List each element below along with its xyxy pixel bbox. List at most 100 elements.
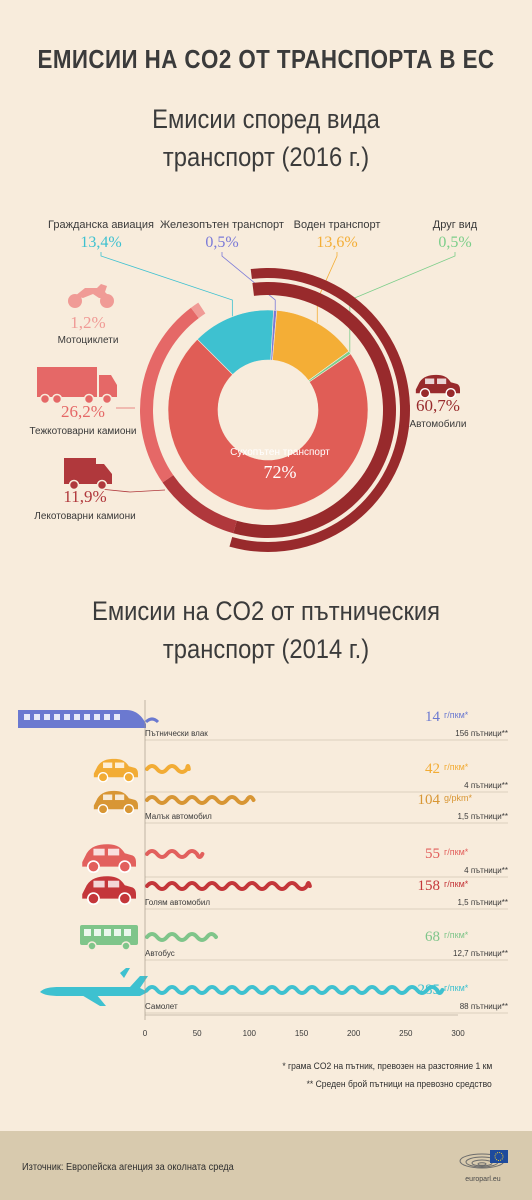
car-window	[93, 848, 105, 856]
road-arc	[139, 307, 199, 483]
van-body	[64, 458, 112, 484]
bar-value: 42	[425, 761, 440, 777]
train-window	[64, 714, 70, 720]
slice-value: 0,5%	[205, 234, 238, 251]
train-window	[114, 714, 120, 720]
plane-tail	[120, 968, 130, 978]
bus-window	[94, 929, 101, 936]
breakdown-value: 11,9%	[63, 487, 106, 506]
passenger-count: 4 пътници**	[464, 866, 508, 875]
logo-text: europarl.eu	[465, 1176, 501, 1183]
footnote-passengers: ** Среден брой пътници на превозно средс…	[306, 1079, 492, 1090]
car-wheel	[118, 860, 132, 874]
car-wheel	[123, 803, 135, 815]
bar-mark	[145, 849, 205, 859]
car-wheel	[419, 387, 431, 399]
road-arc	[162, 475, 237, 534]
train-window	[24, 714, 30, 720]
car-icon	[82, 876, 136, 906]
car-wheel	[87, 892, 100, 906]
car-wheel	[87, 860, 100, 874]
moto-body	[75, 284, 111, 298]
bar-value: 104	[418, 792, 441, 808]
slice-label: Гражданска авиация	[48, 219, 154, 231]
parliament-logo: europarl.eu	[459, 1150, 508, 1183]
car-window	[115, 762, 125, 769]
section-title-line: Емисии на CO2 от пътническия	[91, 596, 441, 626]
train-window	[74, 714, 80, 720]
bar-mark	[145, 881, 312, 891]
car-icon	[415, 374, 460, 399]
donut-slice	[167, 338, 369, 511]
train-window	[44, 714, 50, 720]
breakdown-value: 26,2%	[61, 402, 105, 421]
car-wheel	[97, 771, 109, 783]
passenger-count: 1,5 пътници**	[457, 898, 508, 907]
truck-wheel	[51, 393, 63, 405]
truck-icon	[37, 367, 117, 405]
motorcycle-icon	[68, 284, 114, 308]
moto-wheel	[68, 294, 82, 308]
passenger-count: 4 пътници**	[464, 781, 508, 790]
car-wheel	[123, 771, 135, 783]
bus-wheel	[87, 941, 97, 951]
car-window	[103, 762, 113, 769]
slice-value: 13,6%	[316, 234, 357, 251]
truck-cab	[99, 375, 117, 397]
leader-line	[99, 488, 166, 493]
slice-label: Сухопътен транспорт	[230, 447, 330, 458]
train-window	[104, 714, 110, 720]
section-title-line: транспорт (2014 г.)	[162, 634, 370, 664]
x-tick-label: 0	[143, 1029, 148, 1038]
bar-value: 68	[425, 929, 440, 945]
footer: Източник: Европейска агенция за околната…	[0, 1131, 532, 1200]
bar-mark	[145, 985, 445, 995]
van-wheel	[96, 479, 108, 491]
car-wheel	[118, 892, 132, 906]
x-tick-label: 50	[193, 1029, 202, 1038]
bus-window	[114, 929, 121, 936]
emissions-donut-chart: Гражданска авиация 13,4% Железопътен транс…	[29, 219, 478, 552]
vehicle-label: Автобус	[145, 949, 175, 958]
bus-window	[104, 929, 111, 936]
source-text: Източник: Европейска агенция за околната…	[22, 1162, 234, 1173]
leader-line	[100, 252, 233, 317]
slice-value: 13,4%	[80, 234, 121, 251]
car-icon	[93, 758, 138, 783]
footnote-grams: * грама CO2 на пътник, превозен на разст…	[282, 1061, 492, 1072]
bar-unit: г/пкм*	[444, 847, 469, 857]
bar-unit: г/пкм*	[444, 710, 469, 720]
passenger-count: 88 пътници**	[460, 1002, 508, 1011]
van-icon	[64, 458, 112, 491]
breakdown-label: Мотоциклети	[58, 335, 119, 346]
bar-value: 55	[425, 846, 440, 862]
section-title-line: транспорт (2016 г.)	[162, 142, 370, 172]
passenger-count: 156 пътници**	[455, 729, 508, 738]
bar-mark	[145, 795, 256, 805]
truck-trailer	[37, 367, 97, 397]
bar-unit: g/pkm*	[444, 793, 473, 803]
vehicle-label: Голям автомобил	[145, 898, 210, 907]
x-tick-label: 100	[243, 1029, 257, 1038]
road-arc	[190, 302, 206, 319]
truck-wheel	[83, 393, 95, 405]
bar-mark	[145, 932, 218, 942]
train-window	[94, 714, 100, 720]
train-window	[34, 714, 40, 720]
bar-value: 14	[425, 709, 441, 725]
bar-unit: г/пкм*	[444, 762, 469, 772]
vehicle-label: Самолет	[145, 1002, 178, 1011]
breakdown-label: Тежкотоварни камиони	[29, 426, 136, 437]
bar-value: 158	[418, 878, 441, 894]
car-window	[425, 378, 435, 385]
train-window	[54, 714, 60, 720]
bar-unit: г/пкм*	[444, 983, 469, 993]
car-wheel	[97, 803, 109, 815]
van-wheel	[68, 479, 80, 491]
bus-window	[124, 929, 131, 936]
x-tick-label: 250	[399, 1029, 413, 1038]
car-icon	[93, 790, 138, 815]
section-title-passenger: Емисии на CO2 от пътническия транспорт (…	[32, 592, 500, 668]
airplane-icon	[40, 968, 148, 1006]
